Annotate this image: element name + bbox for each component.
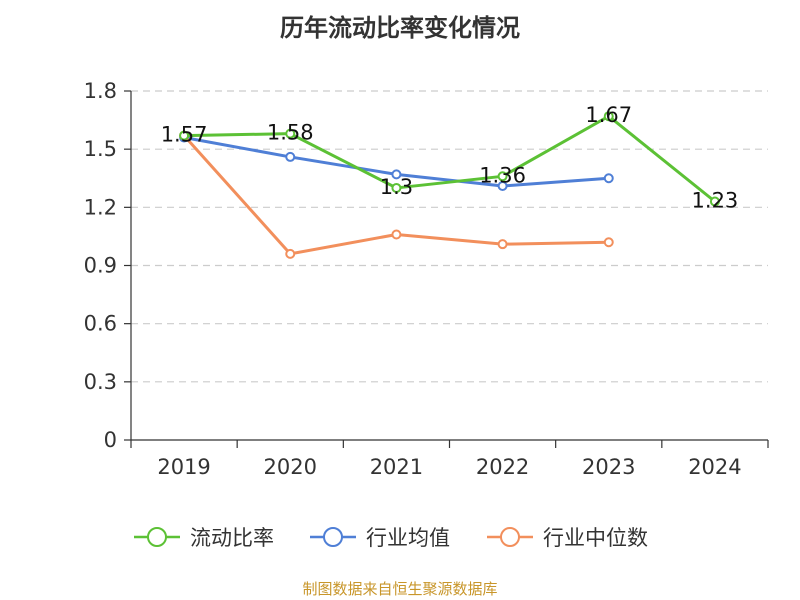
data-label: 1.58 (267, 121, 314, 145)
x-tick-label: 2019 (157, 455, 210, 479)
data-label: 1.67 (585, 103, 632, 127)
data-point (709, 196, 720, 207)
data-point (285, 151, 296, 162)
data-point (497, 171, 508, 182)
data-label: 1.57 (161, 123, 208, 147)
y-tick-label: 0.6 (84, 312, 117, 336)
legend: 流动比率 行业均值 行业中位数 (134, 526, 648, 550)
data-point (603, 173, 614, 184)
data-point (391, 169, 402, 180)
x-tick-label: 2020 (264, 455, 317, 479)
data-point (391, 229, 402, 240)
data-point (285, 248, 296, 259)
data-point (179, 130, 190, 141)
data-label: 1.23 (692, 189, 739, 213)
y-tick-label: 1.5 (84, 137, 117, 161)
legend-label: 行业均值 (366, 526, 450, 550)
data-label: 1.3 (380, 175, 413, 199)
chart-title: 历年流动比率变化情况 (280, 14, 520, 42)
y-tick-label: 0 (104, 428, 117, 452)
data-point (603, 237, 614, 248)
data-point (285, 128, 296, 139)
data-labels: 1.57 1.58 1.3 1.36 1.67 1.23 (161, 103, 739, 212)
legend-swatch-marker (147, 527, 167, 547)
source-note: 制图数据来自恒生聚源数据库 (302, 580, 498, 598)
legend-label: 行业中位数 (543, 526, 648, 550)
grid-lines (131, 90, 768, 383)
data-point (603, 111, 614, 122)
x-tick-label: 2024 (688, 455, 741, 479)
data-point (497, 181, 508, 192)
y-tick-label: 1.2 (84, 195, 117, 219)
x-tick-label: 2022 (476, 455, 529, 479)
data-point (391, 182, 402, 193)
x-tick-label: 2023 (582, 455, 635, 479)
y-tick-label: 0.3 (84, 370, 117, 394)
data-label: 1.36 (479, 163, 526, 187)
series-line (184, 114, 716, 203)
legend-swatch-marker (500, 527, 520, 547)
legend-label: 流动比率 (190, 526, 274, 550)
series-layer (179, 111, 720, 259)
x-tick-label: 2021 (370, 455, 423, 479)
legend-swatch-marker (323, 527, 343, 547)
y-tick-label: 1.8 (84, 79, 117, 103)
data-point (497, 239, 508, 250)
y-tick-label: 0.9 (84, 254, 117, 278)
axes: 0 0.3 0.6 0.9 1.2 1.5 1.8 2019 2020 2021 2022 2023 2… (84, 79, 769, 479)
